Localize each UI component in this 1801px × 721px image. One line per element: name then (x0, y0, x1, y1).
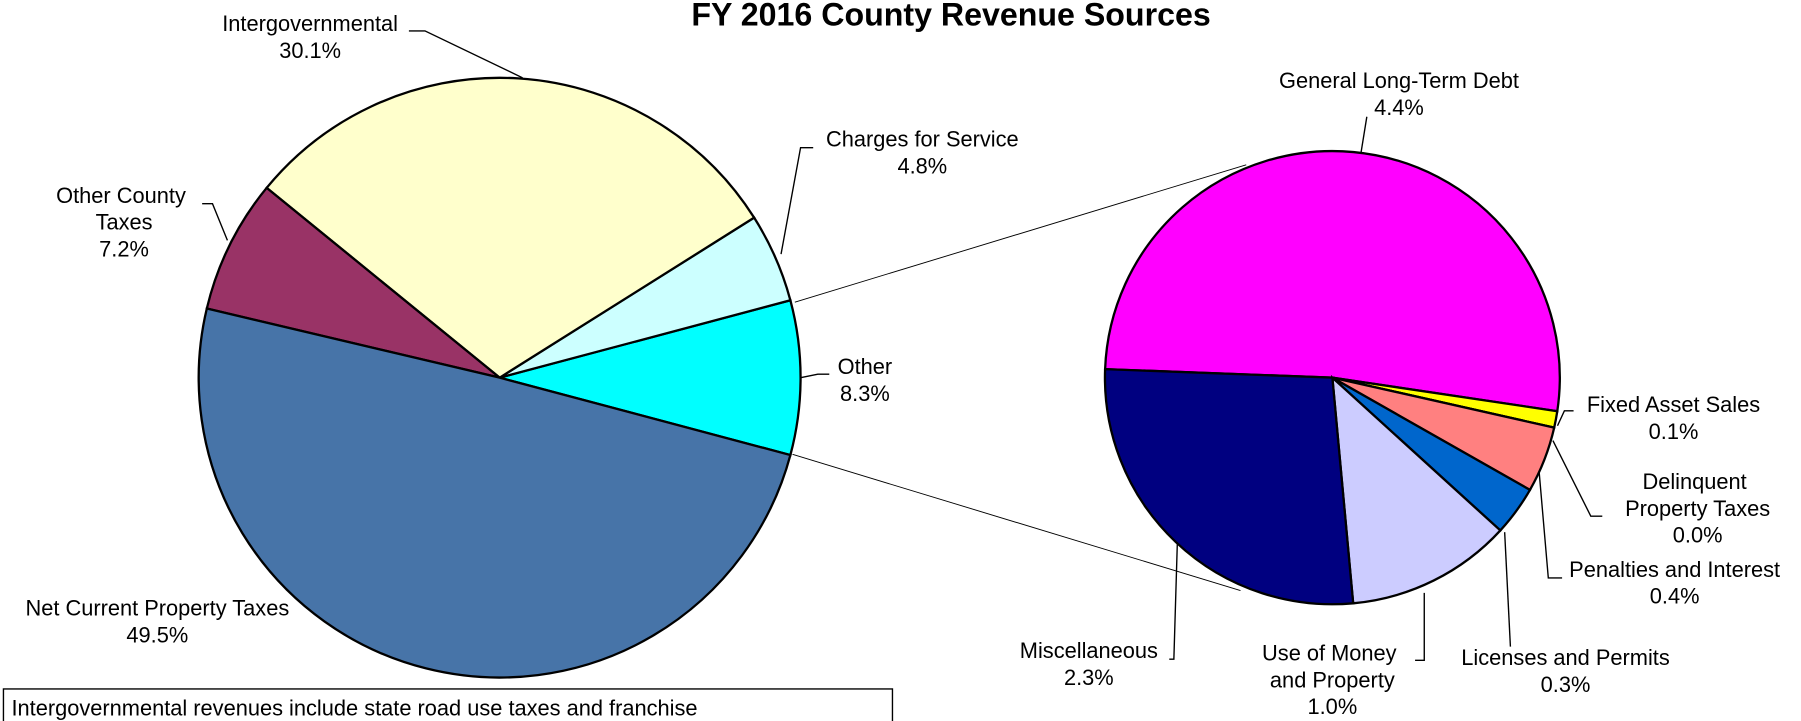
pie-slice (197, 307, 792, 679)
leader-line (1552, 440, 1603, 517)
value-label: 4.8% (897, 153, 947, 178)
leader-line (800, 373, 830, 379)
value-label: 7.2% (99, 236, 149, 261)
leader-line (202, 203, 229, 241)
value-label: 0.3% (1541, 672, 1591, 697)
label-line: Other County (56, 183, 192, 208)
category-label: Licenses and Permits (1461, 645, 1670, 670)
note-text: Intergovernmental revenues include state… (11, 695, 697, 720)
value-label: 4.4% (1374, 95, 1424, 120)
leader-line (408, 30, 523, 79)
label-line: Taxes (96, 210, 153, 235)
category-label: General Long-Term Debt (1279, 68, 1519, 93)
label-line: Use of Money (1262, 640, 1403, 665)
chart-title: FY 2016 County Revenue Sources (691, 0, 1210, 33)
value-label: 0.1% (1649, 419, 1699, 444)
leader-line (1538, 471, 1563, 579)
category-label: Miscellaneous (1020, 638, 1158, 663)
category-label: Use of Money and Property (1262, 640, 1403, 692)
value-label: 1.0% (1308, 694, 1358, 719)
category-label: Charges for Service (826, 127, 1019, 152)
value-label: 0.4% (1650, 584, 1700, 609)
value-label: 0.0% (1673, 523, 1723, 548)
pie-slice (495, 298, 802, 457)
leader-line (1556, 410, 1574, 427)
label-line: and Property (1270, 667, 1395, 692)
pie-slice (1330, 374, 1502, 605)
pie-slice (1103, 367, 1355, 606)
label-line: Delinquent (1642, 469, 1752, 494)
category-label: Net Current Property Taxes (25, 596, 289, 621)
value-label: 30.1% (279, 38, 341, 63)
category-label: Delinquent Property Taxes (1625, 469, 1770, 521)
connector-line (792, 453, 1241, 591)
leader-line (780, 146, 814, 255)
category-label: Fixed Asset Sales (1587, 392, 1760, 417)
category-label: Other (838, 354, 893, 379)
value-label: 8.3% (840, 381, 890, 406)
leader-line (1503, 532, 1512, 647)
pie-slice (265, 76, 756, 380)
category-label: Intergovernmental (222, 11, 398, 36)
note-box (2, 688, 894, 721)
pie-slice (205, 186, 501, 379)
value-label: 2.3% (1064, 665, 1114, 690)
category-label: Penalties and Interest (1569, 557, 1780, 582)
leader-line (1169, 543, 1179, 660)
leader-line (1360, 116, 1368, 153)
category-label: Other County Taxes (56, 183, 192, 235)
connector-line (794, 164, 1247, 303)
value-label: 49.5% (126, 623, 188, 648)
pie-slice (1103, 149, 1561, 413)
label-line: Property Taxes (1625, 496, 1770, 521)
leader-line (1415, 592, 1425, 662)
